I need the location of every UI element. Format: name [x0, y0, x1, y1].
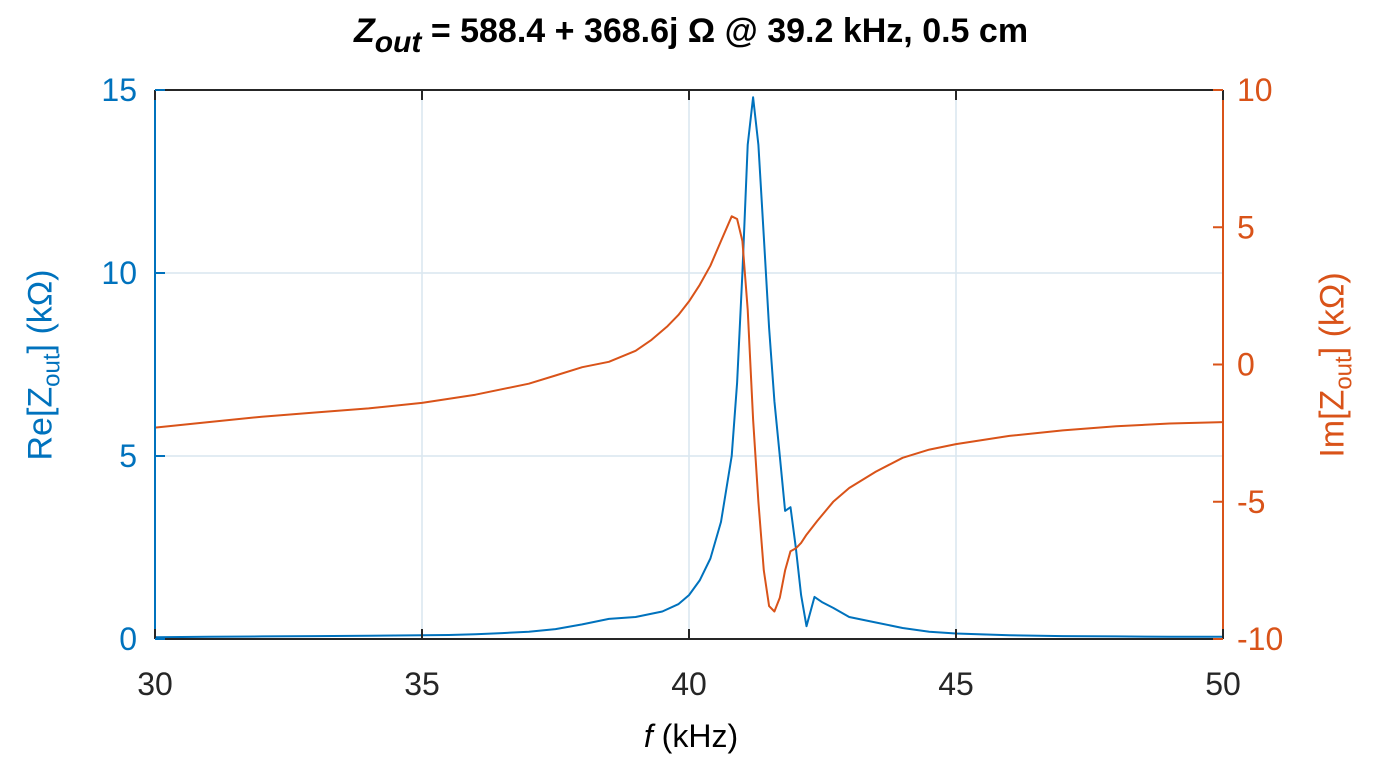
y-left-label-sub: out: [38, 353, 66, 387]
x-label-rest: (kHz): [661, 718, 739, 754]
y-axis-left-label: Re[Zout] (kΩ): [22, 269, 67, 460]
y-left-tick-label-0: 0: [119, 621, 137, 657]
y-left-label-post: ] (kΩ): [21, 269, 60, 354]
title-subscript: out: [374, 26, 422, 59]
chart-title: Zout = 588.4 + 368.6j Ω @ 39.2 kHz, 0.5 …: [0, 12, 1382, 60]
y-left-tick-label-1: 5: [119, 438, 137, 474]
y-right-label-pre: Im[Z: [1313, 389, 1352, 458]
y-left-tick-label-3: 15: [101, 72, 137, 108]
x-tick-label-1: 35: [404, 666, 440, 702]
x-tick-label-3: 45: [938, 666, 974, 702]
y-left-label-pre: Re[Z: [21, 386, 60, 461]
title-rest: = 588.4 + 368.6j Ω @ 39.2 kHz, 0.5 cm: [430, 12, 1029, 50]
y-right-label-sub: out: [1330, 356, 1358, 390]
y-right-tick-label-4: 10: [1237, 72, 1273, 108]
y-left-tick-label-2: 10: [101, 255, 137, 291]
y-axis-right-label: Im[Zout] (kΩ): [1314, 272, 1359, 457]
x-label-symbol: f: [643, 718, 653, 754]
y-right-label-post: ] (kΩ): [1313, 272, 1352, 357]
y-right-tick-label-1: -5: [1237, 484, 1265, 520]
x-tick-label-2: 40: [671, 666, 707, 702]
series-line-left: [154, 96, 1223, 639]
series-line-right: [154, 215, 1224, 613]
title-symbol: Z: [353, 12, 375, 50]
x-axis-label: f (kHz): [0, 718, 1382, 755]
x-tick-label-4: 50: [1205, 666, 1241, 702]
x-tick-label-0: 30: [137, 666, 173, 702]
y-right-tick-label-2: 0: [1237, 347, 1255, 383]
y-right-tick-label-0: -10: [1237, 621, 1283, 657]
y-right-tick-label-3: 5: [1237, 209, 1255, 245]
